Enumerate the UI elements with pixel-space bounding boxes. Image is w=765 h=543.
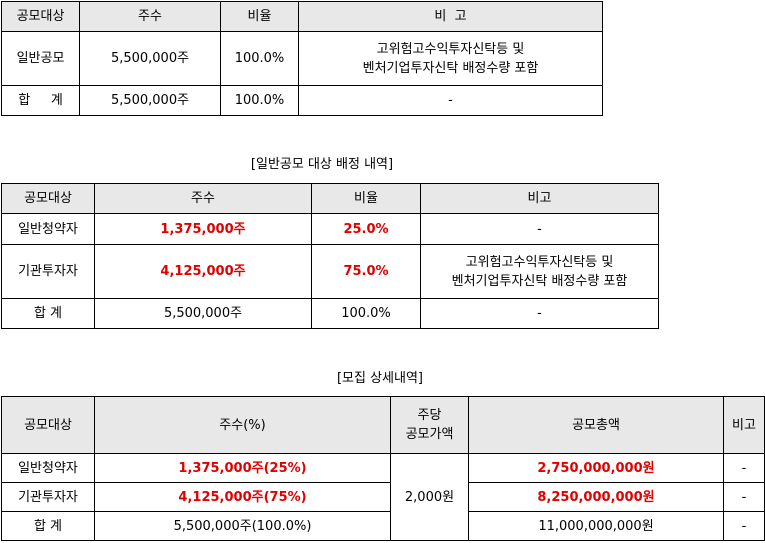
shares-cell: 1,375,000주 [94,213,312,245]
allocation-table: 공모대상 주수 비율 비고 일반청약자 1,375,000주 25.0% - 기… [1,183,659,329]
target-cell: 일반청약자 [1,213,95,245]
ratio-cell: 100.0% [220,85,299,116]
note-line: 벤처기업투자신탁 배정수량 포함 [451,273,628,289]
header-shares: 주수 [94,183,312,214]
target-cell: 일반공모 [1,31,80,86]
header-note: 비고 [420,183,659,214]
table-row: 합 계 5,500,000주 100.0% - [1,85,603,116]
recruitment-caption: [모집 상세내역] [336,371,424,386]
note-cell: 고위험고수익투자신탁등 및 벤처기업투자신탁 배정수량 포함 [420,244,659,299]
shares-cell: 5,500,000주 [79,85,221,116]
header-target: 공모대상 [1,1,80,32]
header-note: 비고 [723,396,765,454]
allocation-caption: [일반공모 대상 배정 내역] [250,157,394,172]
shares-cell: 4,125,000주(75%) [94,482,391,512]
header-ratio: 비율 [220,1,299,32]
total-cell: 8,250,000,000원 [468,482,724,512]
table-row: 기관투자자 4,125,000주 75.0% 고위험고수익투자신탁등 및 벤처기… [1,244,659,299]
target-cell: 합 계 [1,85,80,116]
note-cell: - [723,511,765,541]
table-row: 일반청약자 1,375,000주 25.0% - [1,213,659,245]
note-line: 고위험고수익투자신탁등 및 [376,41,525,57]
note-cell: 고위험고수익투자신탁등 및 벤처기업투자신탁 배정수량 포함 [298,31,603,86]
note-line: 벤처기업투자신탁 배정수량 포함 [362,60,539,76]
total-cell: 2,750,000,000원 [468,453,724,483]
header-total: 공모총액 [468,396,724,454]
note-cell: - [420,298,659,329]
shares-cell: 5,500,000주(100.0%) [94,511,391,541]
total-cell: 11,000,000,000원 [468,511,724,541]
target-cell: 일반청약자 [1,453,95,483]
note-cell: - [298,85,603,116]
shares-cell: 4,125,000주 [94,244,312,299]
header-price-line: 주당 [417,408,442,423]
table-row: 일반청약자 1,375,000주(25%) 2,000원 2,750,000,0… [1,453,765,541]
header-target: 공모대상 [1,183,95,214]
ratio-cell: 75.0% [311,244,421,299]
header-price-line: 공모가액 [405,427,454,442]
ratio-cell: 100.0% [220,31,299,86]
ratio-cell: 25.0% [311,213,421,245]
target-cell: 합 계 [1,511,95,541]
header-shares: 주수(%) [94,396,391,454]
header-note: 비 고 [298,1,603,32]
ratio-cell: 100.0% [311,298,421,329]
target-cell: 기관투자자 [1,482,95,512]
shares-cell: 1,375,000주(25%) [94,453,391,483]
header-ratio: 비율 [311,183,421,214]
note-line: 고위험고수익투자신탁등 및 [465,254,614,270]
note-cell: - [723,482,765,512]
header-price: 주당 공모가액 [390,396,469,454]
table-row: 합 계 5,500,000주 100.0% - [1,298,659,329]
recruitment-table: 공모대상 주수(%) 주당 공모가액 공모총액 비고 일반청약자 1,375,0… [1,396,765,541]
table-row: 기관투자자 4,125,000주(75%) 8,250,000,000원 - [1,482,765,512]
note-cell: - [420,213,659,245]
table-row: 합 계 5,500,000주(100.0%) 11,000,000,000원 - [1,511,765,541]
target-cell: 기관투자자 [1,244,95,299]
offering-table: 공모대상 주수 비율 비 고 일반공모 5,500,000주 100.0% 고위… [1,1,603,116]
note-cell: - [723,453,765,483]
header-target: 공모대상 [1,396,95,454]
shares-cell: 5,500,000주 [94,298,312,329]
table-row: 일반공모 5,500,000주 100.0% 고위험고수익투자신탁등 및 벤처기… [1,31,603,86]
target-cell: 합 계 [1,298,95,329]
shares-cell: 5,500,000주 [79,31,221,86]
header-shares: 주수 [79,1,221,32]
price-cell: 2,000원 [390,453,469,541]
